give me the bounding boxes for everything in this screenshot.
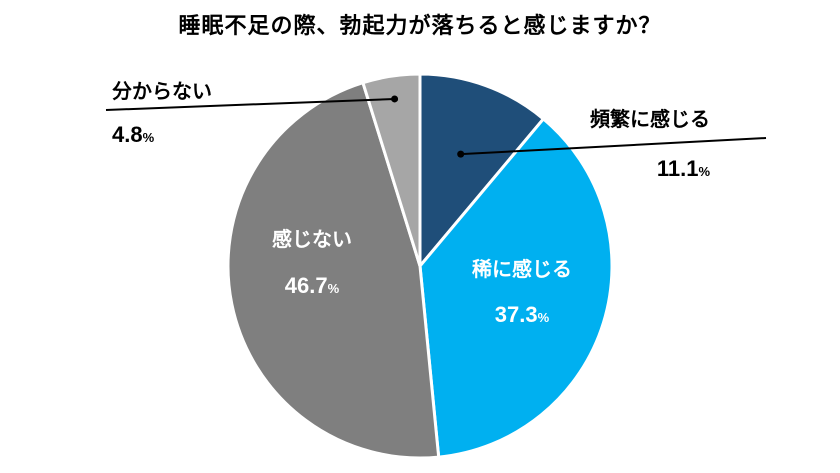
leader-line-frequent [460,137,767,156]
chart-title: 睡眠不足の際、勃起力が落ちると感じますか？ [178,14,662,39]
slice-value-rare: 37.3% [495,302,550,327]
slice-value-none: 46.7% [285,273,340,298]
slice-labels: 頻繁に感じる 11.1% 稀に感じる 37.3% 感じない 46.7% 分からない 4.8% [112,79,710,327]
pie-slice-none [226,80,441,460]
slice-value-unknown: 4.8% [112,122,155,147]
slice-label-rare: 稀に感じる [472,257,572,281]
slice-label-frequent: 頻繁に感じる [590,107,710,131]
slice-value-frequent: 11.1% [657,156,711,181]
slice-label-none: 感じない [272,227,352,251]
leader-line-unknown [105,97,395,111]
pie-slice-frequent [418,72,546,271]
leader-lines [105,95,767,158]
slice-label-unknown: 分からない [112,79,212,103]
pie-slice-rare [418,116,614,459]
pie-slices [226,72,614,460]
pie-slice-unknown [361,72,422,267]
